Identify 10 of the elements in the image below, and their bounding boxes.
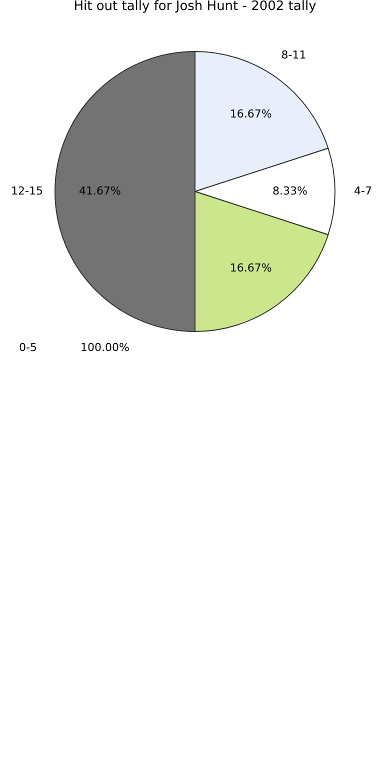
- slice-label: 4-7: [354, 184, 372, 198]
- text: 100.00%: [80, 341, 130, 354]
- slice-label: 8-11: [281, 48, 306, 62]
- slice-label: 12-15: [11, 184, 43, 198]
- chart-title: Hit out tally for Josh Hunt - 2002 tally: [74, 0, 317, 14]
- data-label: 16.67%: [230, 261, 272, 274]
- data-label: 41.67%: [79, 184, 121, 198]
- data-label: 16.67%: [230, 108, 272, 121]
- data-label: 8.33%: [272, 184, 308, 198]
- text: 0-5: [19, 341, 37, 354]
